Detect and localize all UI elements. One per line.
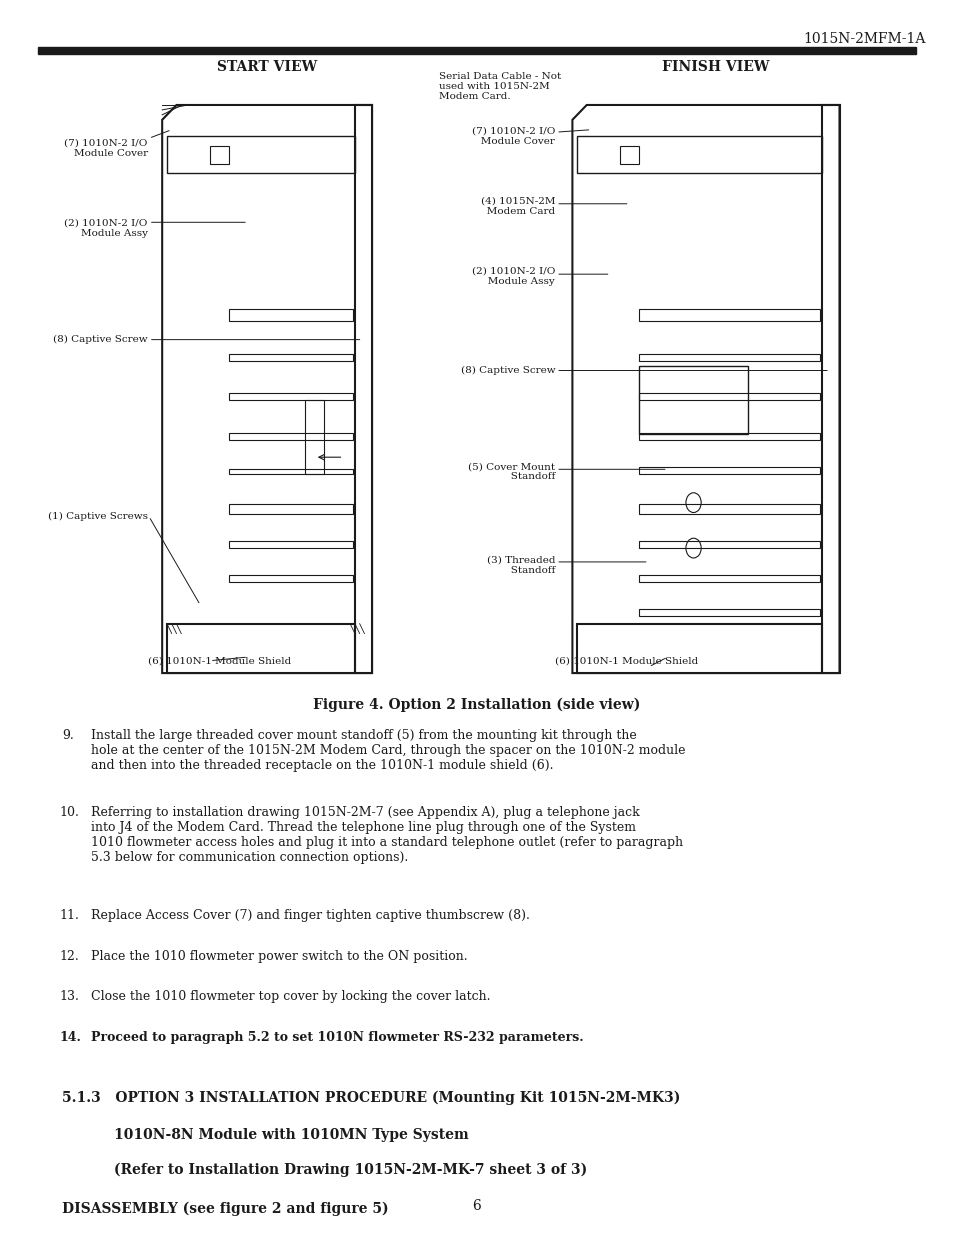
Bar [167, 624, 355, 673]
Bar [639, 310, 820, 321]
Text: DISASSEMBLY (see figure 2 and figure 5): DISASSEMBLY (see figure 2 and figure 5) [62, 1202, 388, 1216]
Text: (8) Captive Screw: (8) Captive Screw [53, 335, 148, 345]
Text: 11.: 11. [59, 909, 79, 923]
Text: (1) Captive Screws: (1) Captive Screws [48, 511, 148, 521]
Bar [619, 146, 639, 164]
Text: 1010N-8N Module with 1010MN Type System: 1010N-8N Module with 1010MN Type System [114, 1128, 469, 1141]
Bar [229, 468, 353, 474]
Text: (7) 1010N-2 I/O
    Module Cover: (7) 1010N-2 I/O Module Cover [61, 138, 148, 158]
Bar [639, 433, 820, 440]
Bar [38, 47, 915, 54]
Text: (3) Threaded
   Standoff: (3) Threaded Standoff [486, 556, 555, 576]
Bar [229, 576, 353, 582]
Bar [639, 541, 820, 548]
Text: 5.1.3   OPTION 3 INSTALLATION PROCEDURE (Mounting Kit 1015N-2M-MK3): 5.1.3 OPTION 3 INSTALLATION PROCEDURE (M… [62, 1091, 679, 1105]
Bar [229, 433, 353, 440]
Text: (6) 1010N-1 Module Shield: (6) 1010N-1 Module Shield [148, 657, 291, 666]
Bar [639, 609, 820, 616]
Text: (7) 1010N-2 I/O
   Module Cover: (7) 1010N-2 I/O Module Cover [471, 126, 555, 146]
Bar [577, 624, 821, 673]
Bar [229, 353, 353, 361]
Text: Figure 4. Option 2 Installation (side view): Figure 4. Option 2 Installation (side vi… [313, 698, 640, 713]
Text: 10.: 10. [59, 806, 79, 820]
Text: 14.: 14. [59, 1031, 81, 1045]
Text: 1015N-2MFM-1A: 1015N-2MFM-1A [802, 32, 924, 46]
Text: (4) 1015N-2M
   Modem Card: (4) 1015N-2M Modem Card [476, 196, 555, 216]
Bar [821, 105, 839, 673]
Text: Place the 1010 flowmeter power switch to the ON position.: Place the 1010 flowmeter power switch to… [91, 950, 467, 963]
Bar [639, 393, 820, 400]
Bar [229, 504, 353, 514]
Bar [167, 136, 355, 173]
Bar [229, 310, 353, 321]
Text: Replace Access Cover (7) and finger tighten captive thumbscrew (8).: Replace Access Cover (7) and finger tigh… [91, 909, 529, 923]
Text: Referring to installation drawing 1015N-2M-7 (see Appendix A), plug a telephone : Referring to installation drawing 1015N-… [91, 806, 682, 864]
Bar [639, 367, 747, 435]
Text: START VIEW: START VIEW [216, 61, 317, 74]
Text: (6) 1010N-1 Module Shield: (6) 1010N-1 Module Shield [555, 657, 698, 666]
Text: (2) 1010N-2 I/O
    Module Assy: (2) 1010N-2 I/O Module Assy [65, 219, 148, 238]
Text: (Refer to Installation Drawing 1015N-2M-MK-7 sheet 3 of 3): (Refer to Installation Drawing 1015N-2M-… [114, 1162, 587, 1177]
Text: (2) 1010N-2 I/O
   Module Assy: (2) 1010N-2 I/O Module Assy [472, 267, 555, 287]
Bar [355, 105, 372, 673]
Text: Serial Data Cable - Not
used with 1015N-2M
Modem Card.: Serial Data Cable - Not used with 1015N-… [438, 72, 560, 101]
Text: Proceed to paragraph 5.2 to set 1010N flowmeter RS-232 parameters.: Proceed to paragraph 5.2 to set 1010N fl… [91, 1031, 582, 1045]
Text: 9.: 9. [62, 729, 73, 742]
Text: (8) Captive Screw: (8) Captive Screw [460, 366, 555, 375]
Text: (5) Cover Mount
   Standoff: (5) Cover Mount Standoff [468, 462, 555, 482]
Bar [305, 400, 324, 474]
Text: Close the 1010 flowmeter top cover by locking the cover latch.: Close the 1010 flowmeter top cover by lo… [91, 990, 490, 1004]
Bar [210, 146, 229, 164]
Bar [229, 393, 353, 400]
Text: FINISH VIEW: FINISH VIEW [661, 61, 768, 74]
Text: 12.: 12. [59, 950, 79, 963]
Bar [639, 467, 820, 474]
Text: Install the large threaded cover mount standoff (5) from the mounting kit throug: Install the large threaded cover mount s… [91, 729, 684, 772]
Bar [639, 353, 820, 361]
Bar [639, 504, 820, 514]
Bar [577, 136, 821, 173]
Text: 6: 6 [472, 1199, 481, 1213]
Text: 13.: 13. [59, 990, 79, 1004]
Bar [229, 541, 353, 548]
Bar [639, 576, 820, 582]
